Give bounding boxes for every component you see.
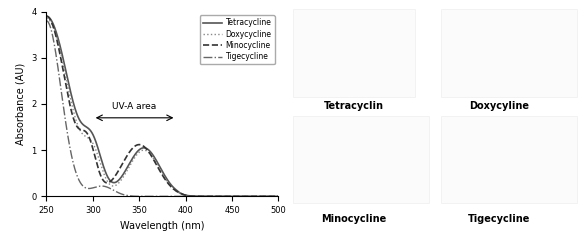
Doxycycline [43,17,50,20]
Tetracycline [268,195,275,198]
Minocycline [55,45,61,47]
X-axis label: Wavelength (nm): Wavelength (nm) [120,221,205,231]
Tigecycline [268,195,275,198]
Minocycline [268,195,275,198]
Minocycline [226,195,233,198]
Line: Tetracycline: Tetracycline [46,16,278,196]
Text: Minocycline: Minocycline [321,214,386,225]
Minocycline [150,157,157,160]
Tigecycline [268,195,275,198]
Doxycycline [155,167,162,170]
Tigecycline [275,195,282,198]
Minocycline [155,168,162,171]
Doxycycline [226,195,233,198]
Tetracycline [268,195,275,198]
FancyBboxPatch shape [441,116,577,203]
Text: Tetracyclin: Tetracyclin [324,101,384,111]
Text: Doxycyline: Doxycyline [469,101,529,111]
Tigecycline [43,19,50,22]
Tetracycline [226,195,233,198]
FancyBboxPatch shape [441,9,577,97]
Minocycline [268,195,275,198]
Text: Tigecycline: Tigecycline [467,214,530,225]
FancyBboxPatch shape [293,9,415,97]
Text: UV-A area: UV-A area [113,102,157,111]
Minocycline [43,15,50,18]
Tetracycline [55,38,61,40]
Line: Tigecycline: Tigecycline [46,21,278,196]
Tetracycline [150,154,157,157]
Legend: Tetracycline, Doxycycline, Minocycline, Tigecycline: Tetracycline, Doxycycline, Minocycline, … [200,15,274,64]
Minocycline [275,195,282,198]
Tetracycline [43,15,50,18]
Doxycycline [268,195,275,198]
Tigecycline [55,68,61,71]
Doxycycline [55,42,61,44]
Doxycycline [150,156,157,159]
Tetracycline [275,195,282,198]
FancyBboxPatch shape [293,116,429,203]
Doxycycline [275,195,282,198]
Tetracycline [155,164,162,167]
Tigecycline [150,195,157,198]
Tigecycline [155,195,162,198]
Tigecycline [226,195,233,198]
Y-axis label: Absorbance (AU): Absorbance (AU) [16,63,26,145]
Line: Doxycycline: Doxycycline [46,18,278,196]
Line: Minocycline: Minocycline [46,16,278,196]
Doxycycline [268,195,275,198]
